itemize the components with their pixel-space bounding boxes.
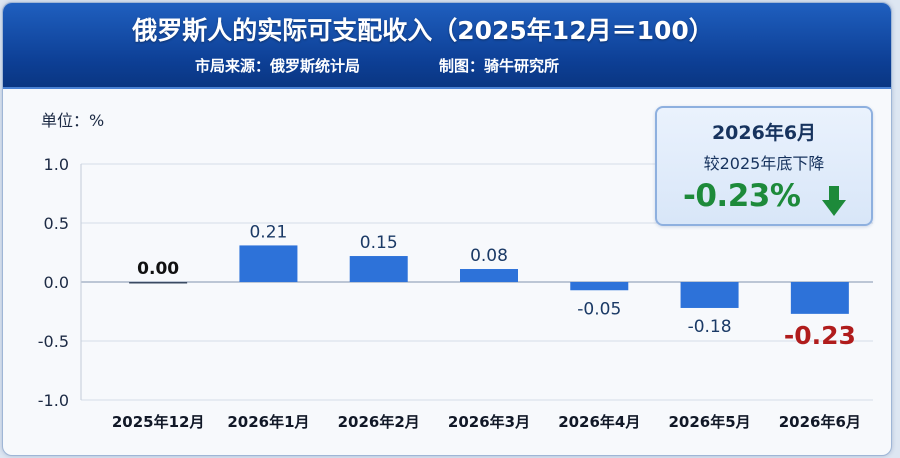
y-tick-label: -0.5 <box>38 332 69 351</box>
data-label: 0.08 <box>470 246 508 266</box>
bar <box>129 282 188 284</box>
callout-description: 较2025年底下降 <box>703 154 825 173</box>
data-label: 0.15 <box>360 233 398 253</box>
data-label: -0.23 <box>784 321 856 350</box>
callout-date: 2026年6月 <box>711 122 817 144</box>
summary-callout: 2026年6月 较2025年底下降 -0.23% <box>655 106 873 226</box>
chart-title: 俄罗斯人的实际可支配收入（2025年12月＝100） <box>132 16 714 45</box>
bar <box>239 245 298 282</box>
x-tick-label: 2026年3月 <box>448 413 530 431</box>
bar <box>680 282 739 308</box>
chart-credit: 制图：骑牛研究所 <box>439 57 560 75</box>
x-tick-label: 2026年4月 <box>558 413 640 431</box>
y-tick-label: 1.0 <box>44 155 69 174</box>
x-tick-label: 2026年6月 <box>779 413 861 431</box>
callout-value: -0.23% <box>683 178 801 214</box>
x-tick-label: 2026年5月 <box>668 413 750 431</box>
data-source: 市局来源：俄罗斯统计局 <box>195 57 361 75</box>
arrow-down-icon <box>822 186 846 216</box>
x-tick-label: 2026年1月 <box>227 413 309 431</box>
chart-header: 俄罗斯人的实际可支配收入（2025年12月＝100） 市局来源：俄罗斯统计局 制… <box>3 3 891 89</box>
y-tick-label: 0.0 <box>44 273 69 292</box>
y-tick-label: 0.5 <box>44 214 69 233</box>
x-tick-label: 2026年2月 <box>338 413 420 431</box>
bar <box>460 269 518 282</box>
data-label: 0.00 <box>137 259 179 279</box>
data-label: 0.21 <box>249 222 287 242</box>
y-axis-unit-label: 单位：% <box>41 111 105 130</box>
x-tick-label: 2025年12月 <box>112 413 205 431</box>
bar <box>349 256 408 282</box>
data-label: -0.18 <box>688 317 732 337</box>
bar <box>790 282 849 314</box>
bar-chart: 1.0 0.5 0.0 -0.5 -1.0 0.00 2025年12月 0.21 2026年1月… <box>38 155 873 431</box>
y-tick-label: -1.0 <box>38 391 69 410</box>
bar <box>570 282 629 291</box>
data-label: -0.05 <box>577 299 621 319</box>
